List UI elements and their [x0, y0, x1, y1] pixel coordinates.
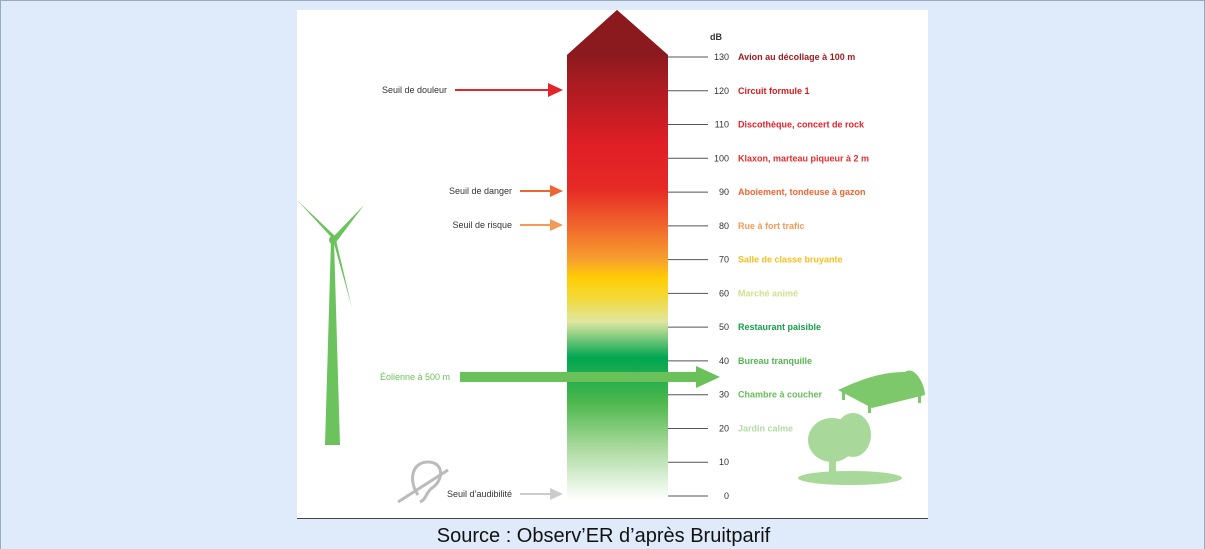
level-label: Avion au décollage à 100 m: [738, 52, 855, 62]
tick-label: 100: [714, 153, 729, 163]
level-label: Klaxon, marteau piqueur à 2 m: [738, 153, 869, 163]
tick-label: 0: [724, 491, 729, 501]
annotation: Seuil d’audibilité: [447, 489, 512, 499]
tick-label: 80: [719, 221, 729, 231]
unit: dB: [710, 32, 722, 42]
tick-label: 70: [719, 255, 729, 265]
scale-arrow: [567, 10, 668, 55]
wind-turbine-icon: [297, 200, 364, 445]
tree-icon: [798, 413, 902, 485]
tick-label: 120: [714, 86, 729, 96]
audibility-arrow: [520, 488, 563, 500]
tick-label: 130: [714, 52, 729, 62]
risk-arrow: [520, 219, 563, 231]
level-label: Aboiement, tondeuse à gazon: [738, 187, 866, 197]
level-label: Circuit formule 1: [738, 86, 810, 96]
level-label: Bureau tranquille: [738, 356, 812, 366]
wind-arrow: [460, 366, 720, 388]
danger-arrow: [520, 185, 563, 197]
level-label: Restaurant paisible: [738, 322, 821, 332]
tick-label: 50: [719, 322, 729, 332]
level-label: Rue à fort trafic: [738, 221, 805, 231]
annotation: Seuil de danger: [449, 186, 512, 196]
level-label: Jardin calme: [738, 423, 793, 433]
level-label: Salle de classe bruyante: [738, 255, 843, 265]
tick-label: 10: [719, 457, 729, 467]
figure: dB 130 Avion au décollage à 100 m 120 Circu…: [297, 10, 928, 519]
level-label: Discothèque, concert de rock: [738, 120, 865, 130]
bed-icon: [838, 370, 925, 413]
level-label: Chambre à coucher: [738, 390, 823, 400]
tick-label: 40: [719, 356, 729, 366]
annotation: Seuil de douleur: [382, 85, 447, 95]
tick-label: 60: [719, 288, 729, 298]
pain-arrow: [455, 83, 563, 97]
ear-icon: [397, 460, 449, 504]
tick-label: 90: [719, 187, 729, 197]
tick-label: 20: [719, 423, 729, 433]
caption: Source : Observ’ER d’après Bruitparif: [436, 525, 771, 547]
tick-label: 110: [715, 120, 729, 130]
level-label: Marché animé: [738, 288, 798, 298]
tick-label: 30: [719, 390, 729, 400]
scale-bar: [567, 10, 668, 500]
annotation: Éolienne à 500 m: [380, 372, 450, 382]
annotation: Seuil de risque: [452, 220, 512, 230]
